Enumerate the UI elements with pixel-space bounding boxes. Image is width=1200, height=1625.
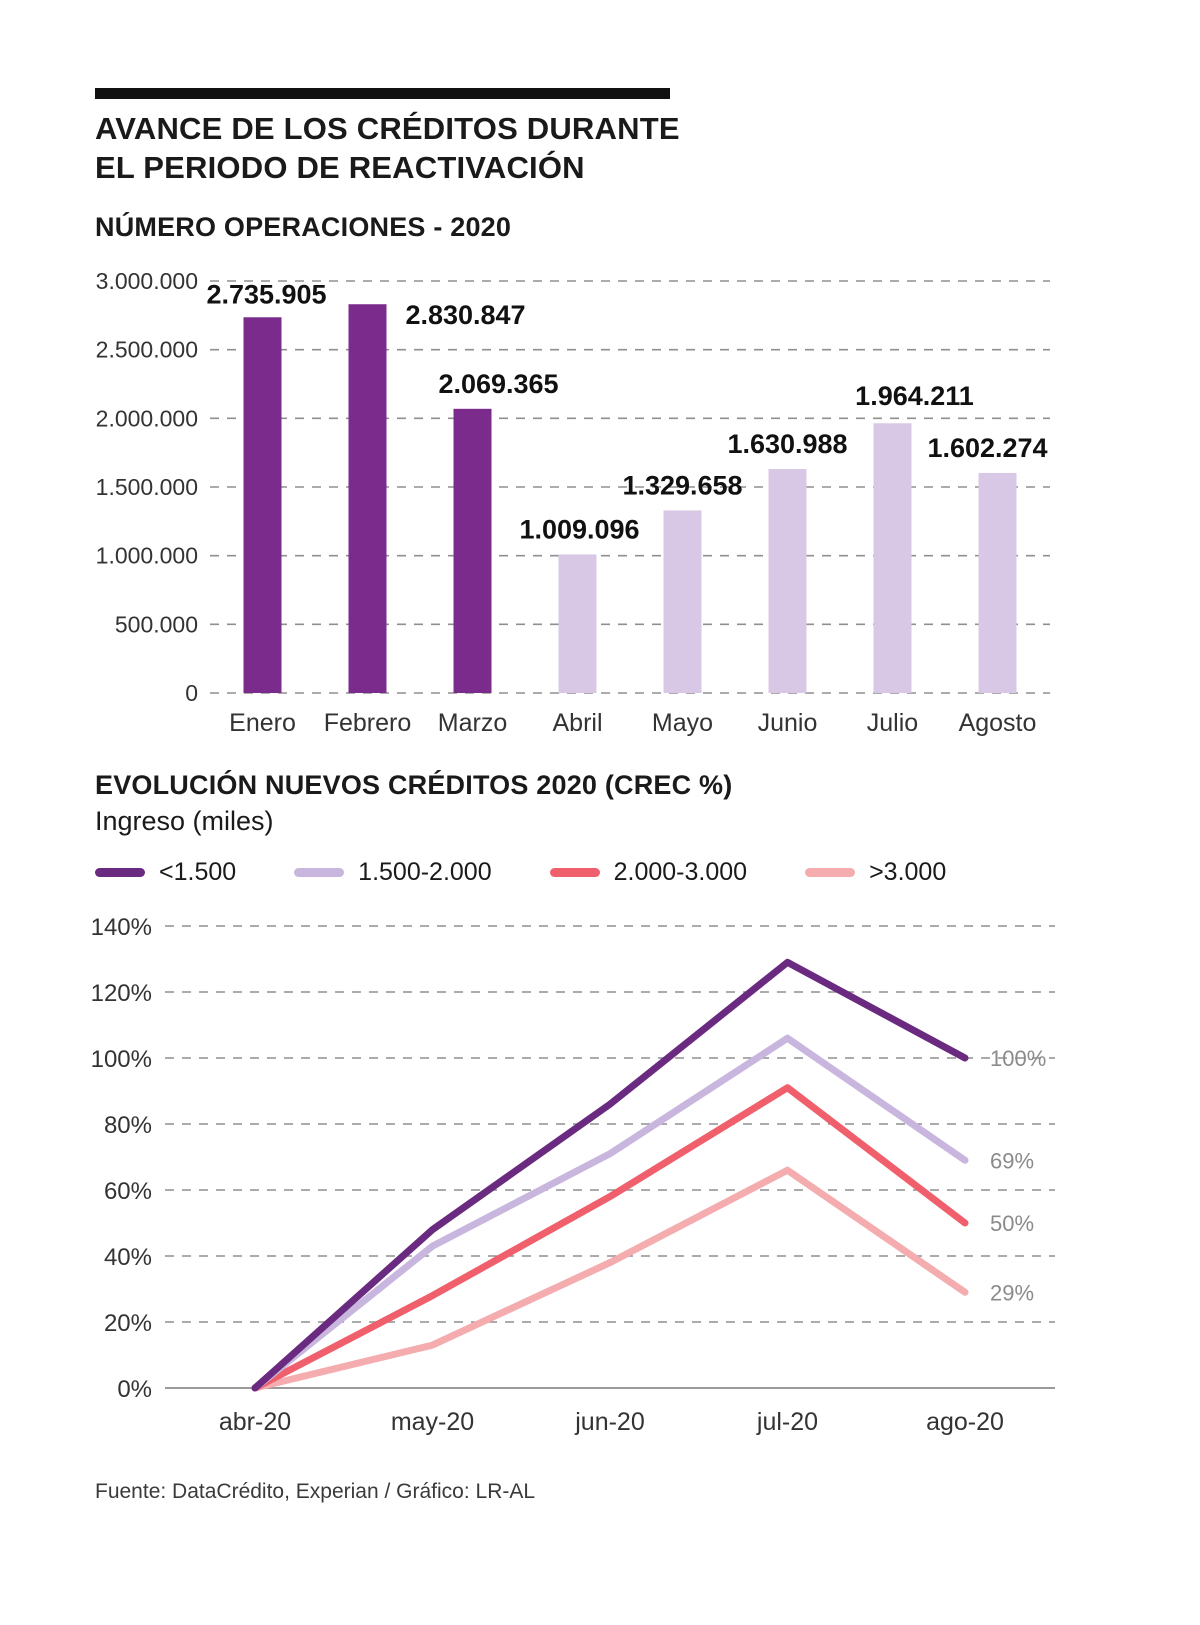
x-category-label: may-20 (391, 1408, 474, 1436)
y-tick-label: 1.500.000 (96, 474, 198, 500)
x-category-label: Julio (867, 709, 918, 737)
series-end-label: 100% (990, 1046, 1046, 1071)
y-tick-label: 60% (104, 1178, 152, 1205)
x-category-label: abr-20 (219, 1408, 291, 1436)
bar (663, 510, 702, 693)
y-tick-label: 20% (104, 1310, 152, 1337)
page-title-line2: EL PERIODO DE REACTIVACIÓN (95, 149, 585, 185)
x-category-label: jul-20 (756, 1408, 818, 1436)
line-chart-legend: <1.500 1.500-2.000 2.000-3.000 >3.000 (95, 858, 946, 887)
legend-item: <1.500 (95, 858, 236, 887)
legend-swatch (294, 868, 345, 877)
bar (348, 304, 387, 693)
x-category-label: Mayo (652, 709, 713, 737)
bar-value-label: 2.735.905 (206, 279, 326, 309)
page-title: AVANCE DE LOS CRÉDITOS DURANTE EL PERIOD… (95, 110, 680, 188)
y-tick-label: 2.500.000 (96, 337, 198, 363)
line-chart-title: EVOLUCIÓN NUEVOS CRÉDITOS 2020 (CREC %) (95, 770, 733, 800)
y-tick-label: 2.000.000 (96, 405, 198, 431)
x-category-label: jun-20 (574, 1408, 645, 1436)
bar-value-label: 1.602.274 (927, 433, 1047, 463)
source-note: Fuente: DataCrédito, Experian / Gráfico:… (95, 1480, 536, 1503)
line-chart: 0% 20% 40% 60% 80% 100% 120% 140% abr-20 may-20 ju… (91, 914, 1055, 1436)
series-end-label: 29% (990, 1280, 1034, 1305)
y-tick-label: 0% (117, 1376, 152, 1403)
y-tick-label: 500.000 (115, 611, 198, 637)
legend-swatch (549, 868, 600, 877)
legend-label: >3.000 (869, 858, 947, 886)
y-tick-label: 3.000.000 (96, 268, 198, 294)
bar (768, 469, 807, 693)
bar-value-label: 1.964.211 (855, 381, 974, 411)
series-end-label: 69% (990, 1148, 1034, 1173)
series-end-label: 50% (990, 1211, 1034, 1236)
y-tick-label: 40% (104, 1244, 152, 1271)
legend-label: 2.000-3.000 (613, 858, 748, 886)
y-tick-label: 1.000.000 (96, 543, 198, 569)
legend-item: 2.000-3.000 (549, 858, 748, 887)
legend-item: 1.500-2.000 (294, 858, 492, 887)
y-tick-label: 80% (104, 1112, 152, 1139)
x-category-label: Enero (229, 709, 296, 737)
bar-value-label: 2.830.847 (405, 300, 525, 330)
bar (978, 472, 1017, 693)
x-category-label: Agosto (959, 709, 1037, 737)
bar-value-label: 1.009.096 (519, 514, 639, 544)
y-tick-label: 100% (91, 1046, 152, 1073)
bar (558, 554, 597, 693)
series-line (251, 1034, 969, 1392)
line-chart-subtitle: Ingreso (miles) (95, 806, 274, 836)
legend-label: 1.500-2.000 (358, 858, 492, 886)
series-line (251, 958, 969, 1392)
bar-chart: 0 500.000 1.000.000 1.500.000 2.000.000 2.500… (96, 268, 1050, 737)
x-category-label: Junio (758, 709, 818, 737)
y-tick-label: 0 (185, 680, 198, 706)
series-line (251, 1084, 969, 1392)
bar (243, 317, 282, 693)
y-tick-label: 120% (91, 980, 152, 1007)
legend-swatch (805, 868, 856, 877)
series-line (251, 1166, 969, 1392)
y-tick-label: 140% (91, 914, 152, 941)
x-category-label: Abril (552, 709, 602, 737)
x-category-label: Febrero (324, 709, 412, 737)
bar-value-label: 2.069.365 (438, 369, 558, 399)
bar (873, 423, 912, 693)
legend-item: >3.000 (805, 858, 946, 887)
bar-value-label: 1.329.658 (622, 470, 742, 500)
bar-chart-title: NÚMERO OPERACIONES - 2020 (95, 212, 512, 242)
legend-swatch (95, 868, 145, 877)
x-category-label: ago-20 (926, 1408, 1004, 1436)
title-rule (95, 88, 670, 99)
page-title-line1: AVANCE DE LOS CRÉDITOS DURANTE (95, 111, 680, 146)
bar (453, 408, 492, 693)
legend-label: <1.500 (159, 858, 237, 886)
bar-value-label: 1.630.988 (727, 429, 847, 459)
x-category-label: Marzo (438, 709, 507, 737)
